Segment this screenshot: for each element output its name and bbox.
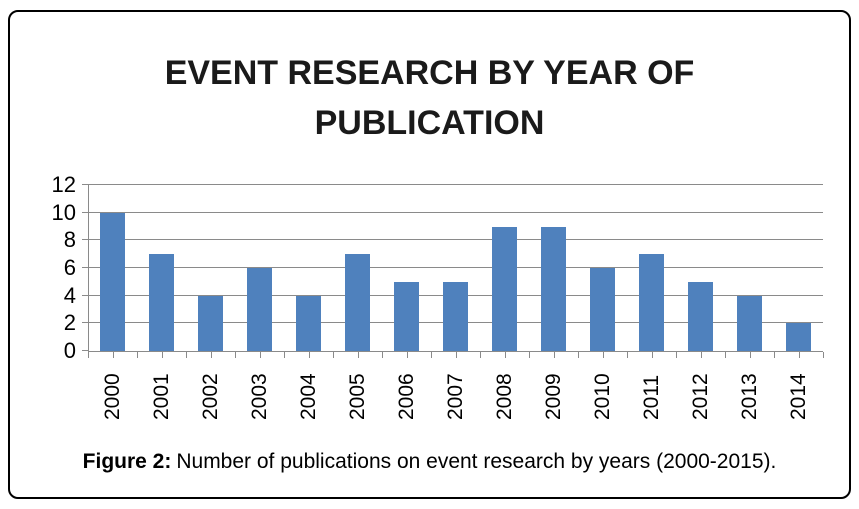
x-axis-tick-6 [235, 352, 236, 358]
figure-caption-text: Number of publications on event research… [176, 450, 777, 473]
x-axis-tick-20 [578, 352, 579, 358]
x-axis-tick-5 [210, 352, 212, 358]
x-axis-tick-3 [161, 352, 163, 358]
y-axis-tick-8 [82, 239, 88, 241]
figure-caption-label: Figure 2: [82, 450, 172, 473]
x-axis-tick-label-2009: 2009 [541, 373, 565, 420]
x-axis-tick-label-2005: 2005 [345, 373, 369, 420]
x-axis-tick-0 [88, 352, 89, 358]
bar-2005 [345, 254, 370, 351]
y-axis-tick-0 [82, 350, 88, 351]
figure-border [8, 10, 851, 499]
y-axis-tick-label-2: 2 [63, 310, 76, 336]
bar-2002 [198, 295, 223, 351]
y-axis-tick-2 [82, 322, 88, 324]
x-axis-tick-label-2001: 2001 [149, 373, 173, 420]
x-axis-tick-24 [676, 352, 677, 358]
x-axis-tick-label-2008: 2008 [492, 373, 516, 420]
bar-2001 [149, 254, 174, 351]
x-axis-tick-7 [259, 352, 261, 358]
x-axis-tick-18 [529, 352, 530, 358]
y-axis-tick-label-12: 12 [51, 172, 76, 197]
x-axis-tick-25 [700, 352, 702, 358]
figure-caption: Figure 2: Number of publications on event… [0, 449, 859, 475]
x-axis-tick-label-2010: 2010 [590, 373, 614, 420]
x-axis-tick-26 [725, 352, 726, 358]
x-axis-tick-label-2012: 2012 [688, 373, 712, 420]
x-axis-tick-22 [627, 352, 628, 358]
bar-2006 [394, 281, 419, 351]
y-axis-tick-label-4: 4 [63, 282, 76, 308]
plot-area: 0 2 4 6 8 10 12 2000 2001 2002 2003 2004 2005 2006 200… [52, 174, 824, 420]
y-axis-line [88, 185, 89, 351]
y-axis-tick-12 [82, 184, 88, 185]
x-axis-tick-9 [308, 352, 310, 358]
x-axis-tick-label-2014: 2014 [786, 373, 810, 420]
bar-2010 [590, 268, 615, 351]
y-axis-tick-10 [82, 211, 88, 213]
x-axis-tick-label-2007: 2007 [443, 373, 467, 420]
x-axis-tick-4 [186, 352, 187, 358]
gridline-y-10 [88, 211, 823, 213]
bar-2003 [247, 268, 272, 351]
x-axis-tick-label-2013: 2013 [737, 373, 761, 420]
gridline-y-12 [88, 184, 823, 185]
x-axis-tick-label-2002: 2002 [198, 373, 222, 420]
x-axis-tick-27 [749, 352, 751, 358]
x-axis-tick-23 [651, 352, 653, 358]
x-axis-tick-label-2011: 2011 [639, 374, 663, 420]
x-axis-tick-label-2004: 2004 [296, 373, 320, 420]
y-axis-tick-4 [82, 294, 88, 296]
x-axis-tick-11 [357, 352, 359, 358]
x-axis-tick-12 [382, 352, 383, 358]
x-axis-tick-2 [137, 352, 138, 358]
x-axis-tick-label-2006: 2006 [394, 373, 418, 420]
y-axis-tick-label-6: 6 [63, 255, 76, 280]
x-axis-tick-16 [480, 352, 481, 358]
chart-title: EVENT RESEARCH BY YEAR OF PUBLICATION [164, 54, 695, 142]
x-axis-tick-29 [798, 352, 800, 358]
y-axis-tick-label-8: 8 [63, 227, 76, 253]
bar-2014 [786, 323, 811, 351]
x-axis-tick-21 [602, 352, 604, 358]
bar-2004 [296, 295, 321, 351]
bar-2012 [688, 281, 713, 351]
x-axis-tick-15 [455, 352, 457, 358]
x-axis-tick-19 [553, 352, 555, 358]
bar-2013 [737, 295, 762, 351]
gridline-y-8 [88, 239, 823, 241]
y-axis-tick-label-10: 10 [51, 199, 76, 225]
x-axis-line [88, 351, 823, 352]
bar-2008 [492, 226, 517, 351]
x-axis-tick-1 [112, 352, 114, 358]
x-axis-tick-label-2000: 2000 [100, 373, 124, 420]
x-axis-tick-label-2003: 2003 [247, 373, 271, 420]
x-axis-tick-8 [284, 352, 285, 358]
gridline-y-6 [88, 267, 823, 268]
bar-2009 [541, 226, 566, 351]
x-axis-tick-30 [823, 352, 824, 358]
bar-2000 [100, 212, 125, 351]
y-axis-tick-6 [82, 267, 88, 268]
bar-2007 [443, 281, 468, 351]
x-axis-tick-28 [774, 352, 775, 358]
bar-2011 [639, 254, 664, 351]
x-axis-tick-17 [504, 352, 506, 358]
x-axis-tick-14 [431, 352, 432, 358]
y-axis-tick-label-0: 0 [63, 338, 76, 363]
x-axis-tick-10 [333, 352, 334, 358]
x-axis-tick-13 [406, 352, 408, 358]
